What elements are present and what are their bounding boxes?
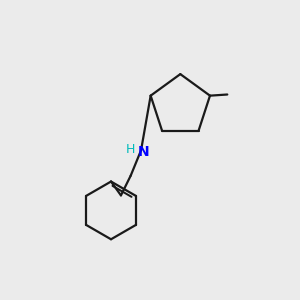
Text: H: H	[125, 143, 135, 156]
Text: N: N	[138, 145, 150, 159]
